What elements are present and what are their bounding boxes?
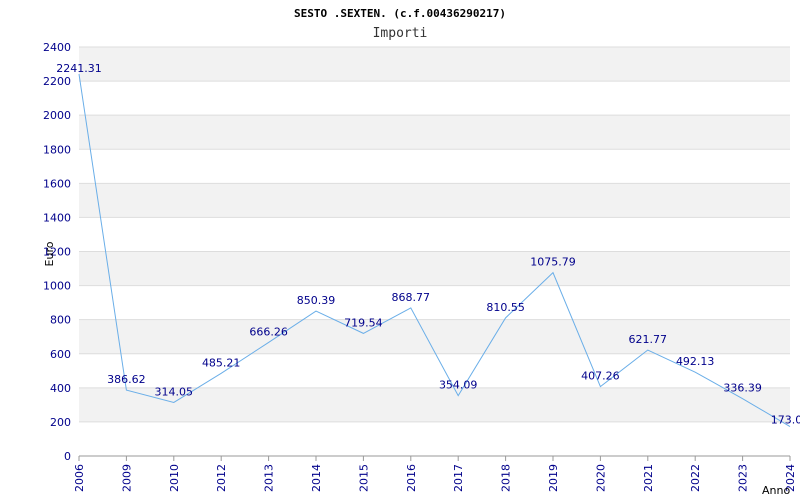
data-label: 719.54	[344, 316, 383, 329]
x-tick-label: 2012	[215, 464, 228, 492]
y-tick-label: 2400	[43, 41, 71, 54]
grid-band	[79, 149, 790, 184]
grid-band	[79, 387, 790, 422]
grid-band	[79, 353, 790, 388]
y-tick-label: 1400	[43, 211, 71, 224]
data-label: 354.09	[439, 379, 478, 392]
y-tick-label: 800	[50, 314, 71, 327]
x-tick-label: 2010	[168, 464, 181, 492]
data-label: 810.55	[486, 301, 525, 314]
x-tick-label: 2013	[263, 464, 276, 492]
x-tick-label: 2009	[120, 464, 133, 492]
data-label: 386.62	[107, 373, 146, 386]
y-tick-label: 1800	[43, 143, 71, 156]
data-label: 407.26	[581, 370, 620, 383]
chart-subtitle: Importi	[373, 26, 428, 41]
data-label: 314.05	[155, 385, 194, 398]
y-axis-label: Euro	[43, 241, 56, 266]
x-tick-label: 2014	[310, 464, 323, 492]
x-tick-label: 2015	[357, 464, 370, 492]
grid-band	[79, 285, 790, 320]
y-tick-label: 2200	[43, 75, 71, 88]
series-line-group	[78, 73, 791, 427]
y-tick-label: 400	[50, 382, 71, 395]
y-tick-label: 1600	[43, 177, 71, 190]
x-tick-label: 2016	[405, 464, 418, 492]
grid-band	[79, 47, 790, 82]
data-label: 2241.31	[56, 62, 102, 75]
grid-band	[79, 183, 790, 218]
y-tick-label: 1200	[43, 246, 71, 259]
chart-title: SESTO .SEXTEN. (c.f.00436290217)	[294, 7, 506, 20]
grid-bands	[79, 46, 790, 457]
x-tick-label: 2017	[452, 464, 465, 492]
grid-band	[79, 251, 790, 286]
y-axis-ticks: 0 200 400 600 800 1000 1200 1400 1600 1800 2000 220…	[43, 41, 71, 463]
y-tick-label: 0	[64, 450, 71, 463]
data-label: 492.13	[676, 355, 715, 368]
x-tick-label: 2024	[784, 464, 797, 492]
data-label: 173.03	[771, 414, 800, 427]
y-tick-label: 600	[50, 348, 71, 361]
y-tick-label: 1000	[43, 280, 71, 293]
data-label: 850.39	[297, 294, 336, 307]
grid-band	[79, 115, 790, 150]
x-tick-label: 2018	[500, 464, 513, 492]
x-tick-label: 2023	[737, 464, 750, 492]
x-axis-ticks: 2006 2009 2010 2012 2013 2014 2015 2016 2017 2018…	[73, 456, 797, 492]
data-label: 336.39	[723, 382, 762, 395]
x-tick-label: 2019	[547, 464, 560, 492]
y-tick-label: 200	[50, 416, 71, 429]
data-labels: 2241.31 386.62 314.05 485.21 666.26 850.39 719…	[56, 62, 800, 426]
series-line	[78, 73, 791, 427]
x-tick-label: 2021	[642, 464, 655, 492]
y-tick-label: 2000	[43, 109, 71, 122]
grid-band	[79, 319, 790, 354]
grid-band	[79, 421, 790, 456]
x-tick-label: 2006	[73, 464, 86, 492]
data-label: 868.77	[392, 291, 431, 304]
x-tick-label: 2020	[594, 464, 607, 492]
x-axis-label: Anno	[762, 484, 790, 497]
data-label: 1075.79	[530, 256, 576, 269]
data-label: 621.77	[629, 333, 668, 346]
data-label: 666.26	[249, 325, 288, 338]
grid-band	[79, 81, 790, 116]
x-tick-label: 2022	[689, 464, 702, 492]
grid-band	[79, 217, 790, 252]
data-label: 485.21	[202, 356, 241, 369]
